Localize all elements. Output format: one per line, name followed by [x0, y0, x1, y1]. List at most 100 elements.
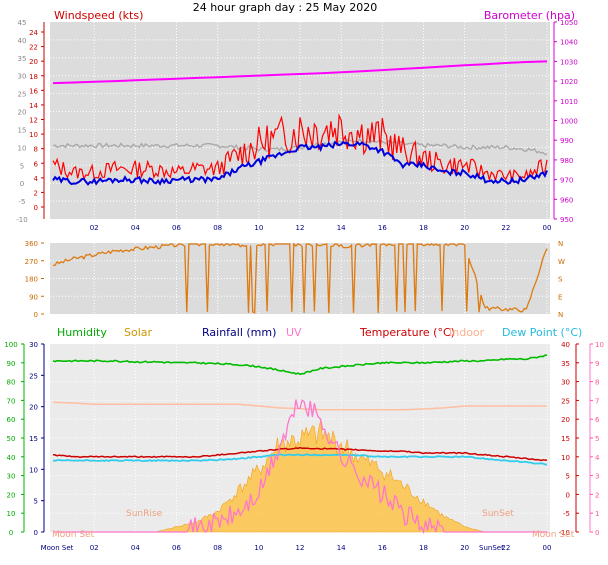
rainfall-label: Rainfall (mm) — [202, 326, 276, 339]
uv-tick-label: 5 — [595, 435, 599, 443]
conditions-x-tick-label: 04 — [131, 544, 140, 552]
uv-tick-label: 1 — [595, 510, 599, 518]
wind-inner-tick-label: 22 — [29, 44, 38, 52]
page-title: 24 hour graph day : 25 May 2020 — [193, 1, 378, 14]
wind-outer-tick-label: 0 — [20, 180, 24, 188]
barometer-tick-label: 990 — [560, 137, 573, 145]
uv-tick-label: 0 — [595, 529, 599, 537]
rain-tick-label: 25 — [29, 372, 38, 380]
humidity-tick-label: 20 — [7, 491, 16, 499]
direction-degree-tick-label: 180 — [25, 276, 38, 284]
wind-outer-tick-label: 20 — [18, 109, 27, 117]
temperature-tick-label: 25 — [561, 397, 570, 405]
direction-degree-tick-label: 270 — [25, 258, 38, 266]
conditions-x-tick-label: 20 — [460, 544, 469, 552]
humidity-tick-label: 40 — [7, 454, 16, 462]
sunrise-annotation: SunRise — [126, 509, 163, 519]
indoor-label: Indoor — [449, 326, 485, 339]
wind-x-tick-label: 12 — [296, 224, 305, 232]
uv-line — [53, 399, 547, 535]
wind-outer-tick-label: 5 — [20, 162, 24, 170]
rain-tick-label: 5 — [34, 498, 38, 506]
conditions-x-tick-label: SunSet — [479, 544, 504, 552]
uv-tick-label: 2 — [595, 491, 599, 499]
temperature-line — [52, 446, 547, 462]
wind-inner-tick-label: 24 — [29, 29, 38, 37]
wind-outer-tick-label: -10 — [16, 216, 27, 224]
wind-average-line — [52, 140, 548, 186]
dew-point-label: Dew Point (°C) — [502, 326, 582, 339]
direction-compass-tick-label: S — [558, 276, 563, 284]
direction-series — [52, 242, 548, 314]
wind-inner-tick-label: 0 — [34, 204, 38, 212]
temperature-ticks: 40 35 30 25 20 15 10 5 0 -5 -10 — [559, 341, 579, 537]
wind-outer-tick-label: 10 — [18, 144, 27, 152]
humidity-tick-label: 90 — [7, 360, 16, 368]
wind-x-tick-label: 04 — [131, 224, 140, 232]
wind-x-tick-label: 22 — [501, 224, 510, 232]
wind-series — [52, 60, 548, 186]
barometer-tick-label: 1000 — [560, 118, 578, 126]
direction-compass-tick-label: N — [558, 311, 563, 319]
direction-compass-tick-label: E — [558, 293, 562, 301]
wind-x-tick-label: 18 — [419, 224, 428, 232]
temperature-tick-label: 35 — [561, 360, 570, 368]
uv-tick-label: 7 — [595, 397, 599, 405]
wind-direction-line — [52, 242, 548, 314]
uv-tick-label: 4 — [595, 454, 600, 462]
rain-tick-label: 15 — [29, 435, 38, 443]
humidity-tick-label: 70 — [7, 397, 16, 405]
windspeed-axis-label: Windspeed (kts) — [54, 9, 143, 22]
wind-outer-tick-label: 25 — [18, 91, 27, 99]
dew-point-line — [52, 453, 548, 466]
wind-x-tick-label: 10 — [254, 224, 263, 232]
uv-tick-label: 10 — [595, 341, 604, 349]
humidity-label: Humidity — [57, 326, 107, 339]
wind-outer-tick-label: 40 — [18, 37, 27, 45]
wind-outer-tick-label: 30 — [18, 73, 27, 81]
wind-panel: Windspeed (kts) Barometer (hpa) 45403530… — [16, 9, 578, 232]
direction-degree-ticks: 360 270 180 90 0 — [25, 240, 44, 319]
direction-degree-tick-label: 90 — [29, 293, 38, 301]
barometer-tick-label: 950 — [560, 216, 573, 224]
humidity-tick-label: 100 — [4, 341, 17, 349]
humidity-tick-label: 10 — [7, 510, 16, 518]
wind-x-ticks: 02 04 06 08 10 12 14 16 18 20 22 00 — [90, 224, 552, 232]
conditions-x-tick-label: 18 — [419, 544, 428, 552]
wind-inner-tick-label: 2 — [34, 189, 38, 197]
wind-x-tick-label: 14 — [337, 224, 346, 232]
barometer-ticks: 1050 1040 1030 1020 1010 1000 990 980 970 960 950 — [554, 19, 578, 224]
conditions-x-tick-label: 14 — [337, 544, 346, 552]
wind-x-tick-label: 16 — [378, 224, 387, 232]
moonset-annotation-left: Moon Set — [52, 530, 95, 540]
uv-tick-label: 9 — [595, 360, 599, 368]
wind-x-tick-label: 08 — [213, 224, 222, 232]
temperature-tick-label: 40 — [561, 341, 570, 349]
conditions-x-tick-label: 16 — [378, 544, 387, 552]
temperature-tick-label: 5 — [566, 473, 570, 481]
direction-degree-tick-label: 0 — [34, 311, 38, 319]
conditions-x-tick-label: Moon Set — [41, 544, 74, 552]
conditions-x-tick-label: 02 — [90, 544, 99, 552]
wind-outer-ticks: 45 40 35 30 25 20 15 10 5 0 -5 -10 — [16, 19, 27, 224]
temperature-tick-label: 10 — [561, 454, 570, 462]
wind-outer-tick-label: 35 — [18, 55, 27, 63]
conditions-panel: Humidity Solar Rainfall (mm) UV Temperat… — [4, 326, 604, 552]
humidity-tick-label: 30 — [7, 473, 16, 481]
barometer-tick-label: 1040 — [560, 39, 578, 47]
barometer-tick-label: 960 — [560, 196, 573, 204]
sunset-annotation: SunSet — [482, 509, 514, 519]
conditions-x-tick-label: 12 — [296, 544, 305, 552]
direction-gridlines — [50, 243, 550, 314]
uv-tick-label: 3 — [595, 473, 599, 481]
temperature-tick-label: 15 — [561, 435, 570, 443]
rain-tick-label: 30 — [29, 341, 38, 349]
direction-compass-ticks: N W S E N — [558, 240, 565, 319]
conditions-x-tick-label: 10 — [254, 544, 263, 552]
barometer-tick-label: 1010 — [560, 98, 578, 106]
rain-tick-label: 10 — [29, 466, 38, 474]
wind-outer-tick-label: 45 — [18, 19, 27, 27]
barometer-tick-label: 980 — [560, 157, 573, 165]
